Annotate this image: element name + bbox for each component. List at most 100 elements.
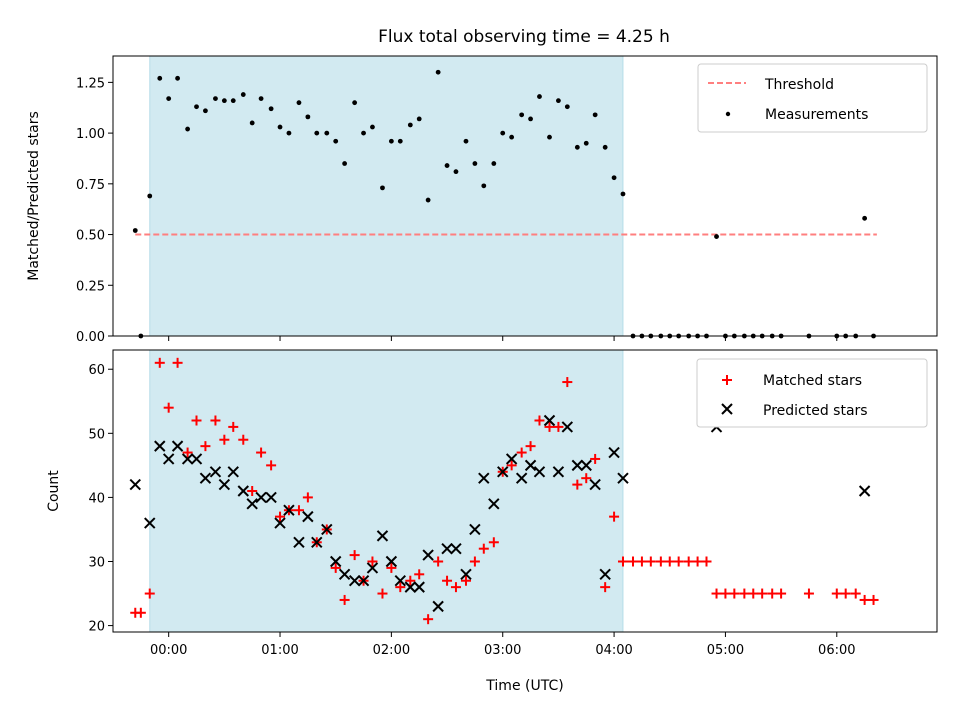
predicted-star-point xyxy=(154,440,166,452)
predicted-star-point xyxy=(478,472,490,484)
matched-star-point xyxy=(154,357,165,368)
predicted-star-point xyxy=(460,568,472,581)
legend-threshold-label: Threshold xyxy=(764,77,834,93)
measurement-point xyxy=(132,228,138,233)
bottom-x-tick-label: 01:00 xyxy=(261,643,298,658)
measurement-point xyxy=(862,215,868,221)
bottom-legend-box xyxy=(696,358,928,428)
predicted-star-point xyxy=(311,536,323,548)
predicted-star-point xyxy=(129,478,141,491)
measurement-point xyxy=(203,108,208,114)
bottom-y-tick-label: 60 xyxy=(88,363,105,378)
predicted-star-point xyxy=(338,568,351,581)
measurement-point xyxy=(370,124,375,130)
measurement-point xyxy=(258,96,264,102)
top-legend-box xyxy=(697,63,928,133)
bottom-x-tick-label: 05:00 xyxy=(707,643,744,658)
measurement-point xyxy=(194,104,199,110)
matched-star-point xyxy=(172,357,183,368)
bottom-legend: Matched stars Predicted stars xyxy=(696,358,928,428)
bottom-plot-frame xyxy=(112,349,938,633)
matched-star-point xyxy=(544,421,555,432)
matched-star-point xyxy=(302,492,313,503)
predicted-star-point xyxy=(237,485,249,497)
predicted-star-point xyxy=(181,453,194,465)
predicted-star-point xyxy=(190,453,203,465)
predicted-star-point xyxy=(385,555,398,568)
matched-star-point xyxy=(617,556,628,567)
matched-star-point xyxy=(767,588,778,599)
matched-star-point xyxy=(553,421,564,432)
legend-predicted-swatch xyxy=(721,403,733,415)
top-plot-frame xyxy=(112,55,938,337)
matched-star-point xyxy=(367,556,378,567)
legend-measurements-label: Measurements xyxy=(765,107,868,123)
matched-star-point xyxy=(275,511,286,522)
x-axis-label: Time (UTC) xyxy=(485,678,563,694)
matched-star-point xyxy=(414,569,425,580)
matched-star-point xyxy=(692,556,703,567)
measurement-point xyxy=(444,163,450,168)
matched-star-point xyxy=(516,447,527,458)
matched-star-point xyxy=(729,588,740,599)
matched-star-point xyxy=(228,421,239,432)
predicted-star-point xyxy=(617,472,629,484)
predicted-star-point xyxy=(144,517,156,529)
matched-star-point xyxy=(191,415,202,426)
predicted-star-point xyxy=(246,498,258,510)
matched-star-point xyxy=(182,447,193,458)
predicted-star-point xyxy=(552,466,565,478)
measurement-point xyxy=(556,98,561,104)
top-y-tick-label: 0.50 xyxy=(76,229,105,244)
matched-star-point xyxy=(609,511,620,522)
bottom-x-tick-label: 06:00 xyxy=(818,643,855,658)
predicted-star-point xyxy=(199,472,212,484)
matched-star-point xyxy=(850,588,861,599)
predicted-star-point xyxy=(524,459,537,472)
matched-star-point xyxy=(442,575,453,586)
bottom-x-tick-label: 04:00 xyxy=(595,643,632,658)
measurement-point xyxy=(407,122,413,128)
matched-star-point xyxy=(664,556,675,567)
bottom-y-tick-label: 40 xyxy=(88,491,105,506)
predicted-star-point xyxy=(422,549,434,561)
measurement-point xyxy=(547,134,552,140)
matched-star-point xyxy=(423,614,434,625)
matched-star-point xyxy=(600,582,611,593)
matched-star-point xyxy=(386,562,397,573)
measurement-point xyxy=(435,69,441,75)
matched-star-point xyxy=(144,588,155,599)
predicted-star-point xyxy=(283,504,295,516)
predicted-star-point xyxy=(357,575,370,587)
predicted-star-point xyxy=(162,453,175,465)
matched-star-point xyxy=(349,550,360,561)
measurement-point xyxy=(240,92,246,97)
matched-star-point xyxy=(256,447,267,458)
measurement-point xyxy=(583,140,589,146)
measurement-point xyxy=(166,96,172,102)
measurement-point xyxy=(611,175,617,181)
measurement-point xyxy=(342,161,348,166)
top-panel: 0.00 0.25 0.50 0.75 1.00 1.25 Matched/Predict… xyxy=(26,55,938,345)
matched-star-point xyxy=(572,479,583,490)
measurement-point xyxy=(592,112,598,118)
measurement-point xyxy=(416,116,422,122)
matched-star-point xyxy=(720,588,731,599)
measurement-point xyxy=(305,114,311,120)
predicted-star-point xyxy=(505,453,518,465)
bottom-panel: 20 30 40 50 60 00:00 01:00 02:00 03:00 04:00 05:0… xyxy=(46,349,938,694)
measurement-point xyxy=(564,104,570,110)
predicted-star-point xyxy=(302,510,314,523)
measurement-point xyxy=(528,116,533,122)
bottom-x-tick-label: 03:00 xyxy=(484,643,521,658)
matched-star-point xyxy=(711,588,722,599)
measurement-point xyxy=(147,193,153,199)
top-legend: Threshold Measurements xyxy=(697,63,928,133)
measurement-point xyxy=(157,75,163,81)
matched-star-point xyxy=(469,556,480,567)
predicted-star-point xyxy=(432,600,444,613)
matched-star-point xyxy=(673,556,684,567)
predicted-star-point xyxy=(488,498,500,510)
predicted-star-point xyxy=(571,459,584,472)
